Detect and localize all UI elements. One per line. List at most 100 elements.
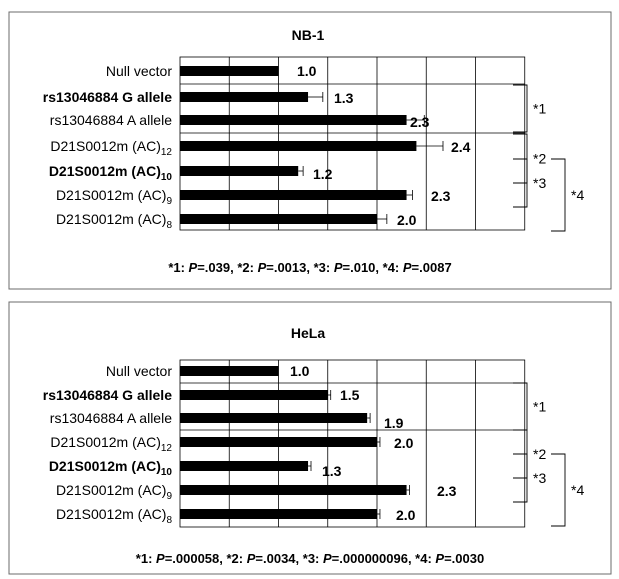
- footnote-p: P: [189, 260, 198, 275]
- category-text: rs13046884 G allele: [43, 89, 172, 105]
- category-label: rs13046884 A allele: [50, 410, 172, 426]
- bar: [180, 66, 279, 76]
- data-label: 1.0: [297, 63, 317, 79]
- category-label: D21S0012m (AC)9: [56, 482, 173, 502]
- panel-frame: [8, 301, 612, 575]
- category-label: rs13046884 G allele: [43, 387, 172, 403]
- category-label: rs13046884 A allele: [50, 112, 172, 128]
- significance-bracket: [551, 158, 566, 232]
- footnote-tag: *1:: [136, 551, 156, 566]
- p-value-footnote: *1: P=.039, *2: P=.0013, *3: P=.010, *4:…: [168, 260, 451, 275]
- category-label: D21S0012m (AC)8: [56, 506, 173, 526]
- category-subscript: 9: [166, 196, 172, 207]
- footnote-tag: *1:: [168, 260, 188, 275]
- data-label: 2.3: [431, 188, 451, 204]
- category-subscript: 10: [161, 467, 173, 478]
- bar: [180, 115, 407, 125]
- bar: [180, 390, 328, 400]
- category-subscript: 8: [166, 220, 172, 231]
- significance-bracket: [513, 84, 528, 133]
- p-value-footnote: *1: P=.000058, *2: P=.0034, *3: P=.00000…: [136, 551, 484, 566]
- data-label: 2.0: [394, 435, 414, 451]
- footnote-value: =.0087: [412, 260, 452, 275]
- category-text: D21S0012m (AC): [56, 482, 167, 498]
- category-subscript: 8: [166, 515, 172, 526]
- category-label: D21S0012m (AC)12: [50, 138, 172, 158]
- footnote-p: P: [334, 260, 343, 275]
- bar: [180, 141, 417, 151]
- category-subscript: 10: [161, 172, 173, 183]
- chart-title: NB-1: [292, 27, 325, 43]
- data-label: 2.0: [396, 507, 416, 523]
- category-label: D21S0012m (AC)10: [49, 458, 173, 478]
- bar: [180, 437, 377, 447]
- data-label: 1.9: [384, 415, 404, 431]
- category-label: D21S0012m (AC)12: [50, 434, 172, 454]
- significance-label: *2: [533, 151, 546, 167]
- footnote-value: =.010,: [343, 260, 380, 275]
- data-label: 1.5: [340, 387, 360, 403]
- category-text: Null vector: [106, 63, 172, 79]
- data-label: 1.3: [334, 90, 354, 106]
- category-label: D21S0012m (AC)9: [56, 187, 173, 207]
- category-text: Null vector: [106, 363, 172, 379]
- bar: [180, 92, 309, 102]
- footnote-p: P: [258, 260, 267, 275]
- significance-label: *2: [533, 446, 546, 462]
- category-label: D21S0012m (AC)8: [56, 211, 173, 231]
- data-label: 2.3: [410, 114, 430, 130]
- category-subscript: 9: [166, 491, 172, 502]
- footnote-value: =.039,: [197, 260, 234, 275]
- category-label: D21S0012m (AC)10: [49, 163, 173, 183]
- footnote-tag: *2:: [234, 260, 258, 275]
- data-label: 1.2: [313, 166, 333, 182]
- significance-bracket: [513, 453, 528, 503]
- bar: [180, 214, 377, 224]
- footnote-value: =.0030: [444, 551, 484, 566]
- footnote-tag: *3:: [310, 260, 334, 275]
- category-label: Null vector: [106, 363, 172, 379]
- category-subscript: 12: [161, 147, 173, 158]
- footnote-p: P: [403, 260, 412, 275]
- panel-frame: [8, 11, 612, 290]
- chart-title: HeLa: [291, 325, 325, 341]
- footnote-tag: *4:: [412, 551, 436, 566]
- data-label: 2.0: [397, 212, 417, 228]
- category-text: rs13046884 G allele: [43, 387, 172, 403]
- category-text: D21S0012m (AC): [49, 163, 161, 179]
- bar: [180, 509, 377, 519]
- data-label: 2.4: [451, 139, 471, 155]
- significance-bracket: [551, 453, 566, 527]
- footnote-tag: *4:: [379, 260, 403, 275]
- significance-label: *1: [533, 101, 546, 117]
- bar: [180, 366, 279, 376]
- category-label: rs13046884 G allele: [43, 89, 172, 105]
- bar: [180, 485, 407, 495]
- bar: [180, 166, 299, 176]
- footnote-p: P: [247, 551, 256, 566]
- data-label: 1.3: [322, 463, 342, 479]
- category-text: D21S0012m (AC): [50, 138, 161, 154]
- category-text: D21S0012m (AC): [50, 434, 161, 450]
- significance-label: *4: [571, 187, 584, 203]
- significance-bracket: [513, 133, 528, 184]
- category-text: rs13046884 A allele: [50, 410, 172, 426]
- bar: [180, 190, 407, 200]
- data-label: 2.3: [437, 483, 457, 499]
- footnote-tag: *3:: [299, 551, 323, 566]
- category-subscript: 12: [161, 443, 173, 454]
- category-text: D21S0012m (AC): [56, 506, 167, 522]
- footnote-value: =.000058,: [165, 551, 223, 566]
- footnote-p: P: [435, 551, 444, 566]
- significance-label: *4: [571, 482, 584, 498]
- bar: [180, 413, 368, 423]
- panel-hela: HeLa Null vector 1.0 rs13046884 G allele 1.5…: [8, 301, 612, 575]
- footnote-value: =.0013,: [266, 260, 310, 275]
- bar: [180, 461, 309, 471]
- category-text: D21S0012m (AC): [56, 211, 167, 227]
- footnote-p: P: [323, 551, 332, 566]
- category-text: D21S0012m (AC): [49, 458, 161, 474]
- footnote-p: P: [156, 551, 165, 566]
- category-text: rs13046884 A allele: [50, 112, 172, 128]
